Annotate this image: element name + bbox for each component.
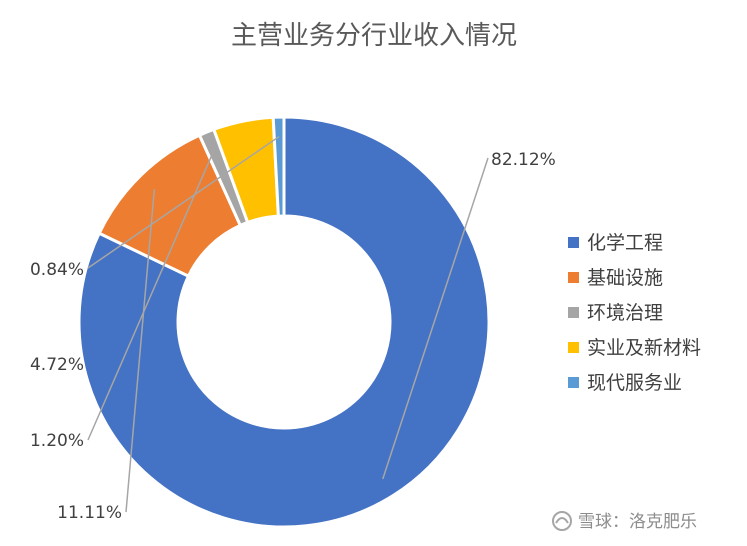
legend-swatch-5 [568, 377, 579, 388]
legend-label-2: 基础设施 [587, 267, 663, 289]
data-label-1: 82.12% [491, 150, 556, 170]
legend-label-4: 实业及新材料 [587, 337, 701, 359]
legend-label-1: 化学工程 [587, 232, 663, 254]
donut-slices [77, 115, 491, 529]
legend-swatch-3 [568, 307, 579, 318]
leader-line-1 [382, 157, 489, 480]
legend-swatch-1 [568, 237, 579, 248]
legend-label-5: 现代服务业 [587, 372, 682, 394]
data-label-3: 1.20% [30, 431, 84, 451]
watermark-text: 雪球：洛克肥乐 [578, 512, 697, 532]
slice-5 [271, 115, 286, 218]
data-labels: 82.12% 11.11% 1.20% 4.72% 0.84% [30, 150, 556, 523]
data-label-2: 11.11% [57, 503, 122, 523]
legend-swatch-4 [568, 342, 579, 353]
legend-swatch-2 [568, 272, 579, 283]
leader-line-5 [87, 135, 280, 269]
leader-line-2 [125, 189, 156, 513]
slice-1 [77, 115, 491, 529]
leader-line-3 [87, 149, 215, 441]
leader-lines [87, 135, 489, 513]
snowball-logo-icon [552, 511, 572, 531]
watermark: 雪球：洛克肥乐 [552, 511, 697, 532]
chart-title: 主营业务分行业收入情况 [231, 21, 517, 51]
legend-label-3: 环境治理 [587, 302, 663, 324]
data-label-5: 0.84% [30, 260, 84, 280]
data-label-4: 4.72% [30, 355, 84, 375]
